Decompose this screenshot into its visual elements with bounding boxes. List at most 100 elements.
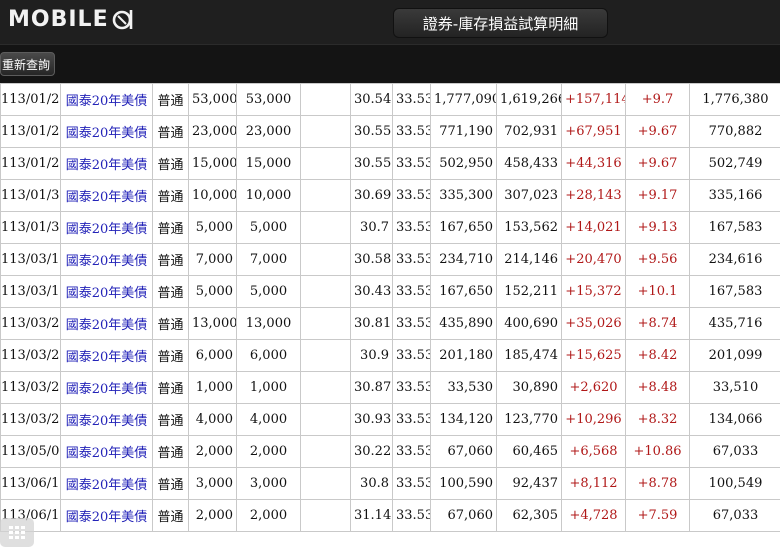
requery-button[interactable]: 重新查詢 (0, 52, 55, 76)
cell-market-value: 33,530 (430, 371, 497, 404)
table-row[interactable]: 113/01/26國泰20年美債普通53,00053,00030.5433.53… (0, 83, 780, 116)
cell-current-price: 33.53 (392, 307, 431, 340)
cell-return-pct: +9.7 (625, 83, 690, 116)
table-row[interactable]: 113/01/30國泰20年美債普通10,00010,00030.6933.53… (0, 179, 780, 212)
cell-trade-type: 普通 (152, 499, 189, 532)
cell-net-value: 167,583 (689, 275, 780, 308)
cell-net-value: 201,099 (689, 339, 780, 372)
cell-return-pct: +9.13 (625, 211, 690, 244)
cell-return-pct: +8.42 (625, 339, 690, 372)
cell-blank (300, 83, 351, 116)
cell-quantity: 23,000 (188, 115, 237, 148)
cell-quantity: 53,000 (188, 83, 237, 116)
table-row[interactable]: 113/01/26國泰20年美債普通23,00023,00030.5533.53… (0, 115, 780, 148)
cell-market-value: 134,120 (430, 403, 497, 436)
cell-quantity: 2,000 (188, 499, 237, 532)
cell-stock-name[interactable]: 國泰20年美債 (60, 339, 153, 372)
cell-date: 113/03/27 (0, 403, 61, 436)
cell-cost: 92,437 (496, 467, 562, 500)
cell-current-price: 33.53 (392, 371, 431, 404)
cell-quantity: 10,000 (188, 179, 237, 212)
cell-available-quantity: 53,000 (236, 83, 301, 116)
cell-date: 113/05/07 (0, 435, 61, 468)
cell-stock-name[interactable]: 國泰20年美債 (60, 179, 153, 212)
cell-available-quantity: 7,000 (236, 243, 301, 276)
cell-avg-cost: 30.8 (350, 467, 393, 500)
cell-current-price: 33.53 (392, 211, 431, 244)
cell-current-price: 33.53 (392, 435, 431, 468)
cell-available-quantity: 13,000 (236, 307, 301, 340)
cell-stock-name[interactable]: 國泰20年美債 (60, 307, 153, 340)
mobile01-logo: MOBILE (8, 6, 135, 32)
cell-stock-name[interactable]: 國泰20年美債 (60, 243, 153, 276)
cell-blank (300, 179, 351, 212)
cell-stock-name[interactable]: 國泰20年美債 (60, 211, 153, 244)
cell-available-quantity: 2,000 (236, 435, 301, 468)
cell-stock-name[interactable]: 國泰20年美債 (60, 147, 153, 180)
cell-net-value: 167,583 (689, 211, 780, 244)
cell-blank (300, 403, 351, 436)
cell-trade-type: 普通 (152, 211, 189, 244)
cell-stock-name[interactable]: 國泰20年美債 (60, 435, 153, 468)
cell-profit-loss: +2,620 (561, 371, 626, 404)
cell-current-price: 33.53 (392, 467, 431, 500)
cell-quantity: 7,000 (188, 243, 237, 276)
table-row[interactable]: 113/06/11國泰20年美債普通3,0003,00030.833.53100… (0, 467, 780, 500)
cell-market-value: 335,300 (430, 179, 497, 212)
cell-date: 113/06/11 (0, 467, 61, 500)
holdings-table: 113/01/26國泰20年美債普通53,00053,00030.5433.53… (0, 83, 780, 532)
table-row[interactable]: 113/05/07國泰20年美債普通2,0002,00030.2233.5367… (0, 435, 780, 468)
cell-blank (300, 275, 351, 308)
cell-avg-cost: 30.58 (350, 243, 393, 276)
table-row[interactable]: 113/03/25國泰20年美債普通6,0006,00030.933.53201… (0, 339, 780, 372)
table-row[interactable]: 113/03/18國泰20年美債普通7,0007,00030.5833.5323… (0, 243, 780, 276)
cell-stock-name[interactable]: 國泰20年美債 (60, 275, 153, 308)
cell-cost: 62,305 (496, 499, 562, 532)
cell-quantity: 6,000 (188, 339, 237, 372)
table-row[interactable]: 113/01/26國泰20年美債普通15,00015,00030.5533.53… (0, 147, 780, 180)
cell-return-pct: +8.48 (625, 371, 690, 404)
table-row[interactable]: 113/03/22國泰20年美債普通13,00013,00030.8133.53… (0, 307, 780, 340)
cell-profit-loss: +14,021 (561, 211, 626, 244)
cell-net-value: 1,776,380 (689, 83, 780, 116)
cell-cost: 30,890 (496, 371, 562, 404)
cell-trade-type: 普通 (152, 435, 189, 468)
holdings-table-container[interactable]: 113/01/26國泰20年美債普通53,00053,00030.5433.53… (0, 83, 780, 547)
cell-cost: 307,023 (496, 179, 562, 212)
cell-net-value: 335,166 (689, 179, 780, 212)
logo-text: MOBILE (8, 6, 109, 32)
cell-avg-cost: 30.9 (350, 339, 393, 372)
cell-stock-name[interactable]: 國泰20年美債 (60, 115, 153, 148)
cell-net-value: 435,716 (689, 307, 780, 340)
cell-current-price: 33.53 (392, 499, 431, 532)
cell-profit-loss: +35,026 (561, 307, 626, 340)
table-row[interactable]: 113/03/26國泰20年美債普通1,0001,00030.8733.5333… (0, 371, 780, 404)
cell-stock-name[interactable]: 國泰20年美債 (60, 467, 153, 500)
cell-market-value: 67,060 (430, 435, 497, 468)
cell-net-value: 67,033 (689, 499, 780, 532)
cell-date: 113/03/18 (0, 243, 61, 276)
cell-available-quantity: 3,000 (236, 467, 301, 500)
cell-profit-loss: +28,143 (561, 179, 626, 212)
cell-avg-cost: 30.55 (350, 147, 393, 180)
table-row[interactable]: 113/01/30國泰20年美債普通5,0005,00030.733.53167… (0, 211, 780, 244)
cell-blank (300, 115, 351, 148)
cell-stock-name[interactable]: 國泰20年美債 (60, 499, 153, 532)
table-row[interactable]: 113/03/19國泰20年美債普通5,0005,00030.4333.5316… (0, 275, 780, 308)
cell-trade-type: 普通 (152, 403, 189, 436)
table-row[interactable]: 113/03/27國泰20年美債普通4,0004,00030.9333.5313… (0, 403, 780, 436)
cell-stock-name[interactable]: 國泰20年美債 (60, 371, 153, 404)
cell-return-pct: +9.17 (625, 179, 690, 212)
grid-keypad-icon[interactable] (0, 518, 34, 547)
cell-quantity: 15,000 (188, 147, 237, 180)
cell-profit-loss: +157,114 (561, 83, 626, 116)
cell-blank (300, 243, 351, 276)
table-row[interactable]: 113/06/13國泰20年美債普通2,0002,00031.1433.5367… (0, 499, 780, 532)
cell-cost: 214,146 (496, 243, 562, 276)
cell-available-quantity: 5,000 (236, 275, 301, 308)
cell-return-pct: +9.67 (625, 115, 690, 148)
cell-quantity: 2,000 (188, 435, 237, 468)
cell-stock-name[interactable]: 國泰20年美債 (60, 403, 153, 436)
cell-date: 113/01/26 (0, 147, 61, 180)
cell-stock-name[interactable]: 國泰20年美債 (60, 83, 153, 116)
